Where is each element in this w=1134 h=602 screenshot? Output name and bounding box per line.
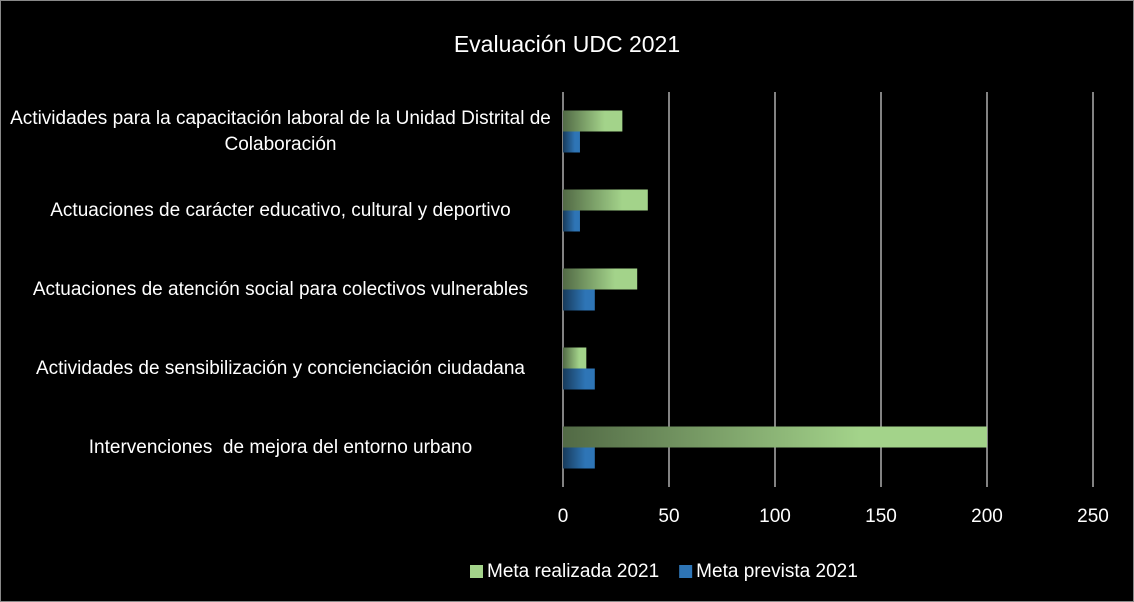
x-tick-label: 250 <box>1077 506 1109 527</box>
bar-shade <box>563 210 580 232</box>
legend-label: Meta prevista 2021 <box>696 561 858 582</box>
x-tick-label: 50 <box>658 506 679 527</box>
bar-shade <box>563 110 623 132</box>
x-tick-label: 150 <box>865 506 897 527</box>
bar-shade <box>563 368 595 390</box>
bar-shade <box>563 289 595 311</box>
legend-label: Meta realizada 2021 <box>487 561 659 582</box>
bar-shade <box>563 426 987 448</box>
bar-shade <box>563 447 595 469</box>
x-tick-label: 100 <box>759 506 791 527</box>
bar-shade <box>563 347 587 369</box>
legend-swatch <box>679 565 693 578</box>
chart-title: Evaluación UDC 2021 <box>454 31 680 57</box>
x-tick-label: 0 <box>558 506 569 527</box>
x-tick-label: 200 <box>971 506 1003 527</box>
y-tick-label: Actividades para la capacitación laboral… <box>10 107 551 155</box>
bar-shade <box>563 268 638 290</box>
y-tick-label: Actividades de sensibilización y concien… <box>35 357 526 379</box>
legend-swatch <box>470 565 483 578</box>
bar-shade <box>563 189 648 211</box>
bar-shade <box>563 131 580 153</box>
y-tick-label: Actuaciones de atención social para cole… <box>32 278 529 300</box>
y-tick-label: Actuaciones de carácter educativo, cultu… <box>50 199 511 221</box>
y-tick-label: Intervenciones de mejora del entorno urb… <box>88 436 473 458</box>
